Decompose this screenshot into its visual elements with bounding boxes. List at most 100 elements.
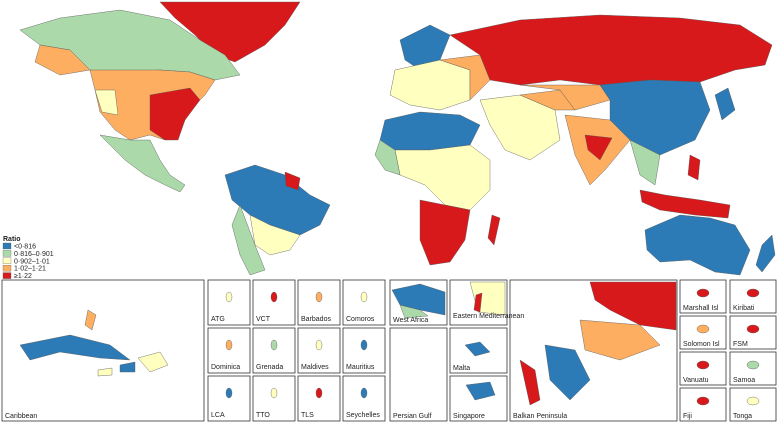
world-map <box>19 1 776 276</box>
inset-label: Grenada <box>256 364 283 371</box>
island <box>97 367 113 377</box>
inset-label: Tonga <box>733 413 752 420</box>
island <box>119 361 136 373</box>
inset-label: Persian Gulf <box>393 413 432 420</box>
inset-label: TTO <box>256 412 270 419</box>
inset-box <box>297 327 341 374</box>
inset-label: Fiji <box>683 413 692 420</box>
island <box>465 381 496 401</box>
region <box>687 154 701 181</box>
island <box>696 324 710 334</box>
region <box>374 139 401 176</box>
region <box>419 199 471 266</box>
island <box>225 387 233 399</box>
inset-label: LCA <box>211 412 225 419</box>
island <box>270 291 278 303</box>
island <box>746 288 760 298</box>
inset-box <box>342 279 386 326</box>
legend-label: 1·02–1·21 <box>14 266 46 273</box>
inset-box <box>342 327 386 374</box>
region <box>439 54 491 101</box>
island <box>137 351 169 373</box>
inset-box <box>252 327 296 374</box>
island <box>746 360 760 370</box>
inset-box <box>252 375 296 422</box>
inset-box <box>297 375 341 422</box>
insets: Caribbean ATG VCT Barbados Comoros Dominica Gr… <box>1 279 777 422</box>
region <box>379 111 481 151</box>
region <box>755 234 776 273</box>
region <box>639 189 731 219</box>
region <box>99 134 186 193</box>
inset-label: Malta <box>453 365 470 372</box>
inset-label: Comoros <box>346 316 375 323</box>
island <box>315 387 323 399</box>
island <box>746 396 760 406</box>
inset-label: Dominica <box>211 364 240 371</box>
region <box>399 304 429 319</box>
inset-label: Balkan Peninsula <box>513 413 567 420</box>
region <box>629 139 661 186</box>
region <box>473 292 483 313</box>
island <box>315 339 323 351</box>
inset-box <box>679 387 727 422</box>
island <box>225 339 233 351</box>
inset-label: Samoa <box>733 377 755 384</box>
region <box>584 134 613 161</box>
island <box>360 291 368 303</box>
inset-label: Mauritius <box>346 364 375 371</box>
island <box>696 288 710 298</box>
region <box>149 87 201 141</box>
inset-label: Singapore <box>453 413 485 420</box>
island <box>696 396 710 406</box>
legend-label: ≥1·22 <box>14 273 32 280</box>
inset-label: VCT <box>256 316 271 323</box>
region <box>94 89 119 116</box>
inset-label: Seychelles <box>346 412 380 419</box>
legend-swatch <box>2 257 12 264</box>
region <box>284 171 301 191</box>
region <box>579 319 661 361</box>
legend-label: 0·816–0·901 <box>14 251 54 258</box>
island <box>464 341 491 357</box>
inset-label: FSM <box>733 341 748 348</box>
inset-label: West Africa <box>393 317 428 324</box>
inset-box <box>297 279 341 326</box>
inset-label: TLS <box>301 412 314 419</box>
inset-label: Eastern Mediterranean <box>453 313 524 320</box>
inset-box <box>207 327 251 374</box>
region <box>714 87 736 121</box>
island <box>360 387 368 399</box>
legend-swatch <box>2 250 12 257</box>
legend-label: <0·816 <box>14 244 36 251</box>
region <box>159 1 301 63</box>
inset-label: ATG <box>211 316 225 323</box>
inset-label: Maldives <box>301 364 329 371</box>
inset-label: Caribbean <box>5 413 37 420</box>
region <box>544 344 591 401</box>
region <box>487 214 501 246</box>
island <box>84 309 97 331</box>
legend-swatch <box>2 265 12 272</box>
legend-swatch <box>2 272 12 279</box>
inset-box <box>729 279 777 314</box>
legend-swatch <box>2 242 12 250</box>
island <box>360 339 368 351</box>
inset-label: Vanuatu <box>683 377 709 384</box>
island <box>270 387 278 399</box>
region <box>34 44 91 76</box>
region <box>519 359 541 406</box>
region <box>599 79 711 156</box>
inset-box <box>207 375 251 422</box>
legend: Ratio <0·8160·816–0·9010·902–1·011·02–1·… <box>2 236 54 280</box>
region <box>389 59 471 111</box>
legend-title: Ratio <box>3 236 21 243</box>
island <box>225 291 233 303</box>
island <box>315 291 323 303</box>
inset-label: Kiribati <box>733 305 755 312</box>
region <box>644 214 751 276</box>
legend-label: 0·902–1·01 <box>14 258 50 265</box>
region <box>224 164 331 236</box>
island <box>746 324 760 334</box>
